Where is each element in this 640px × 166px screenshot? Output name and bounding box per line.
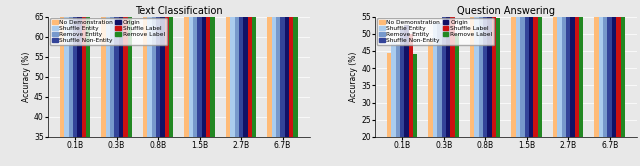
Bar: [557, 0, 562, 137]
Bar: [553, 0, 557, 137]
Bar: [160, 0, 164, 137]
Bar: [276, 0, 280, 137]
Bar: [86, 0, 90, 137]
Bar: [566, 0, 570, 137]
Bar: [234, 0, 239, 137]
Bar: [400, 29, 404, 137]
Bar: [413, 54, 417, 137]
Bar: [446, 0, 451, 137]
Bar: [101, 0, 106, 137]
Bar: [474, 8, 479, 137]
Bar: [77, 0, 82, 137]
Bar: [248, 0, 252, 137]
Bar: [525, 0, 529, 137]
Bar: [575, 0, 579, 137]
Bar: [437, 23, 442, 137]
Bar: [110, 0, 115, 137]
Bar: [164, 0, 169, 137]
Bar: [293, 0, 298, 137]
Bar: [562, 0, 566, 137]
Bar: [538, 4, 542, 137]
Bar: [409, 34, 413, 137]
Bar: [285, 0, 289, 137]
Bar: [226, 0, 230, 137]
Bar: [488, 0, 492, 137]
Bar: [193, 0, 197, 137]
Bar: [156, 0, 160, 137]
Bar: [115, 0, 119, 137]
Bar: [433, 22, 437, 137]
Bar: [520, 0, 525, 137]
Bar: [533, 0, 538, 137]
Bar: [243, 0, 248, 137]
Bar: [68, 0, 73, 137]
Bar: [106, 0, 110, 137]
Bar: [470, 17, 474, 137]
Bar: [169, 0, 173, 137]
Bar: [404, 25, 409, 137]
Bar: [197, 0, 202, 137]
Bar: [451, 17, 454, 137]
Bar: [616, 0, 621, 137]
Bar: [82, 0, 86, 137]
Bar: [147, 0, 152, 137]
Bar: [387, 53, 392, 137]
Bar: [429, 41, 433, 137]
Bar: [511, 8, 516, 137]
Bar: [202, 0, 206, 137]
Bar: [603, 0, 607, 137]
Bar: [152, 0, 156, 137]
Bar: [206, 0, 211, 137]
Bar: [483, 0, 488, 137]
Bar: [73, 0, 77, 137]
Bar: [119, 0, 123, 137]
Bar: [496, 18, 500, 137]
Bar: [396, 44, 400, 137]
Title: Question Answering: Question Answering: [457, 6, 555, 16]
Legend: No Demonstration, Shuffle Entity, Remove Entity, Shuffle Non-Entity, Origin, Shu: No Demonstration, Shuffle Entity, Remove…: [50, 18, 167, 45]
Bar: [123, 0, 127, 137]
Bar: [189, 0, 193, 137]
Bar: [529, 0, 533, 137]
Bar: [211, 0, 215, 137]
Bar: [252, 0, 256, 137]
Bar: [60, 0, 64, 137]
Title: Text Classification: Text Classification: [135, 6, 223, 16]
Bar: [271, 0, 276, 137]
Bar: [492, 0, 496, 137]
Bar: [289, 0, 293, 137]
Bar: [239, 0, 243, 137]
Bar: [595, 0, 599, 137]
Legend: No Demonstration, Shuffle Entity, Remove Entity, Shuffle Non-Entity, Origin, Shu: No Demonstration, Shuffle Entity, Remove…: [377, 18, 494, 45]
Y-axis label: Accuracy (%): Accuracy (%): [22, 52, 31, 102]
Bar: [127, 0, 132, 137]
Bar: [442, 3, 446, 137]
Bar: [607, 0, 612, 137]
Bar: [392, 41, 396, 137]
Bar: [612, 0, 616, 137]
Bar: [579, 0, 584, 137]
Bar: [599, 0, 603, 137]
Bar: [516, 0, 520, 137]
Bar: [570, 0, 575, 137]
Bar: [268, 0, 271, 137]
Bar: [280, 0, 285, 137]
Y-axis label: Accuracy (%): Accuracy (%): [349, 52, 358, 102]
Bar: [621, 0, 625, 137]
Bar: [454, 34, 459, 137]
Bar: [64, 0, 68, 137]
Bar: [230, 0, 234, 137]
Bar: [184, 0, 189, 137]
Bar: [143, 0, 147, 137]
Bar: [479, 6, 483, 137]
